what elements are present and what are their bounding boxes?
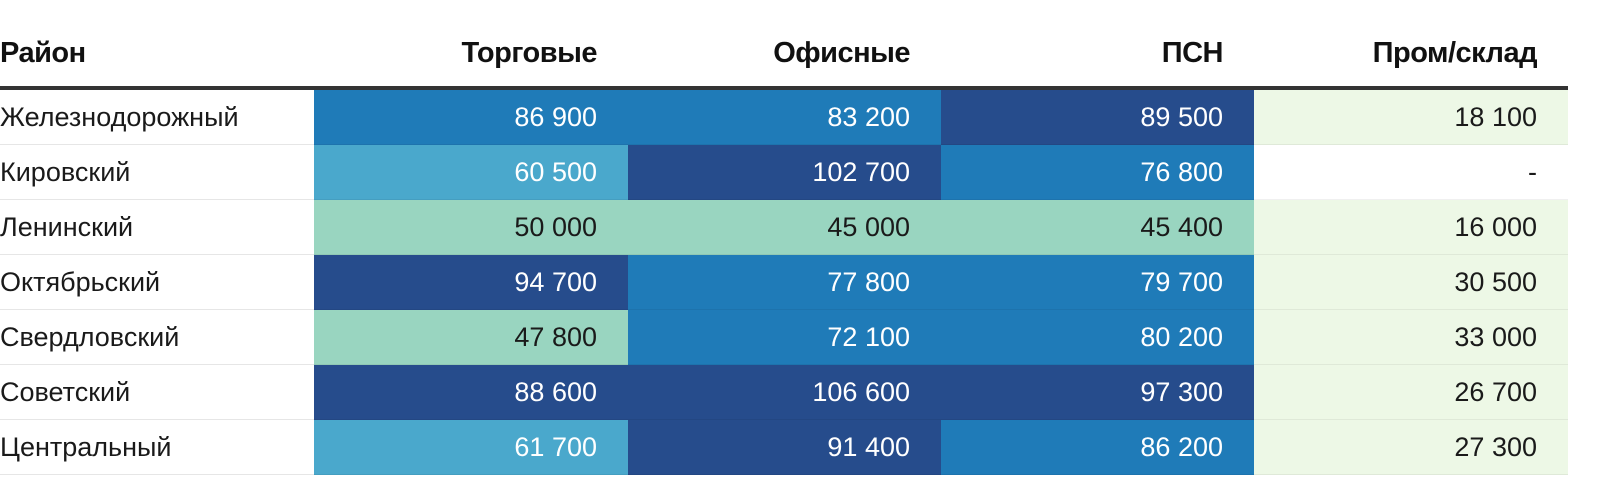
value-cell: 45 400	[941, 199, 1254, 255]
value-cell: 45 000	[628, 199, 941, 255]
value-cell: 79 700	[941, 254, 1254, 310]
value-cell: 94 700	[314, 254, 628, 310]
district-name: Центральный	[0, 419, 314, 475]
district-name: Кировский	[0, 144, 314, 200]
table-row: Свердловский 47 800 72 100 80 200 33 000	[0, 309, 1568, 365]
column-header-psn: ПСН	[941, 20, 1254, 90]
district-name: Советский	[0, 364, 314, 420]
value-cell: 47 800	[314, 309, 628, 365]
value-cell: 76 800	[941, 144, 1254, 200]
header-row: Район Торговые Офисные ПСН Пром/склад	[0, 20, 1568, 90]
value-cell: 89 500	[941, 88, 1254, 145]
value-cell: 72 100	[628, 309, 941, 365]
table-row: Советский 88 600 106 600 97 300 26 700	[0, 364, 1568, 420]
column-header-district: Район	[0, 20, 314, 90]
value-cell: 27 300	[1254, 419, 1568, 475]
value-cell: 97 300	[941, 364, 1254, 420]
table-body: Железнодорожный 86 900 83 200 89 500 18 100 К…	[0, 88, 1568, 475]
value-cell: 33 000	[1254, 309, 1568, 365]
table-row: Кировский 60 500 102 700 76 800-	[0, 144, 1568, 200]
value-cell: 80 200	[941, 309, 1254, 365]
table-row: Железнодорожный 86 900 83 200 89 500 18 100	[0, 88, 1568, 145]
table-row: Ленинский 50 000 45 000 45 400 16 000	[0, 199, 1568, 255]
column-header-industrial-warehouse: Пром/склад	[1254, 20, 1568, 90]
table-row: Октябрьский 94 700 77 800 79 700 30 500	[0, 254, 1568, 310]
value-cell: 26 700	[1254, 364, 1568, 420]
heatmap-table: Район Торговые Офисные ПСН Пром/склад Же…	[0, 20, 1568, 475]
value-cell: 86 900	[314, 88, 628, 145]
column-header-retail: Торговые	[314, 20, 628, 90]
value-cell: 106 600	[628, 364, 941, 420]
value-cell: 91 400	[628, 419, 941, 475]
table-row: Центральный 61 700 91 400 86 200 27 300	[0, 419, 1568, 475]
district-name: Железнодорожный	[0, 88, 314, 145]
value-cell: 30 500	[1254, 254, 1568, 310]
value-cell: 88 600	[314, 364, 628, 420]
district-name: Свердловский	[0, 309, 314, 365]
value-cell: 86 200	[941, 419, 1254, 475]
column-header-office: Офисные	[628, 20, 941, 90]
value-cell: 50 000	[314, 199, 628, 255]
value-cell: -	[1254, 144, 1568, 200]
value-cell: 83 200	[628, 88, 941, 145]
value-cell: 77 800	[628, 254, 941, 310]
district-name: Ленинский	[0, 199, 314, 255]
value-cell: 102 700	[628, 144, 941, 200]
value-cell: 60 500	[314, 144, 628, 200]
district-name: Октябрьский	[0, 254, 314, 310]
value-cell: 18 100	[1254, 88, 1568, 145]
table-header: Район Торговые Офисные ПСН Пром/склад	[0, 20, 1568, 90]
value-cell: 61 700	[314, 419, 628, 475]
value-cell: 16 000	[1254, 199, 1568, 255]
heatmap-table-container: Район Торговые Офисные ПСН Пром/склад Же…	[0, 20, 1568, 475]
